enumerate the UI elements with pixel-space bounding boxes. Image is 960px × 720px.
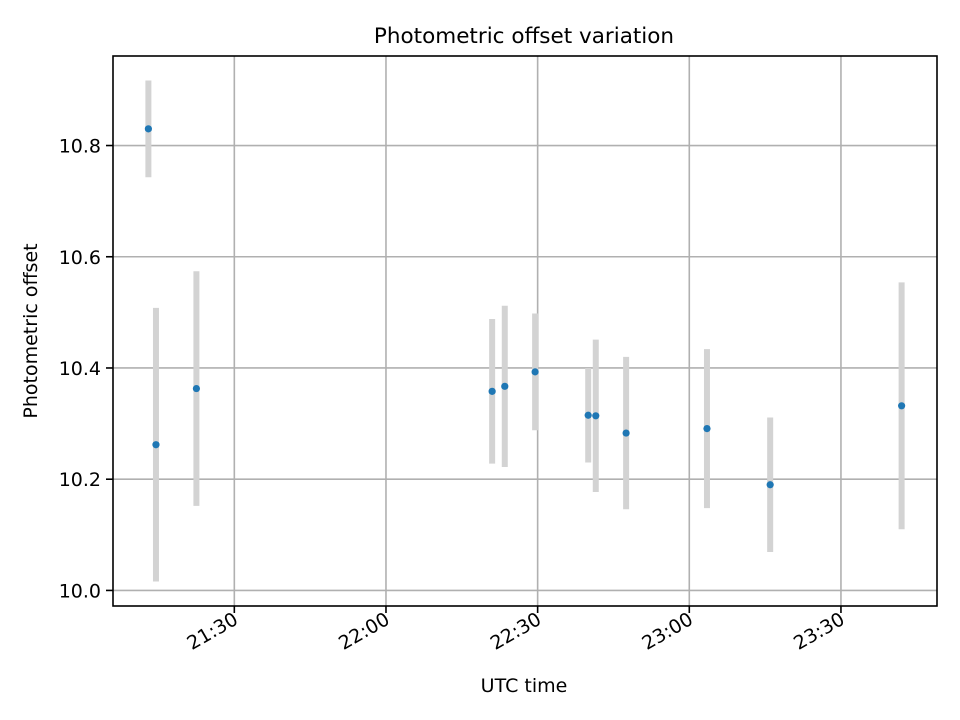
y-tick-label: 10.6 [59, 247, 101, 269]
data-point [531, 368, 539, 376]
y-axis-label: Photometric offset [20, 243, 42, 418]
data-point [703, 424, 711, 433]
y-tick-label: 10.4 [59, 358, 101, 380]
data-points [144, 125, 906, 489]
axes-frame [112, 55, 938, 607]
y-tick-label: 10.2 [59, 469, 101, 491]
data-point [192, 384, 201, 393]
data-point [488, 387, 496, 395]
data-point [144, 125, 152, 133]
grid [113, 56, 937, 606]
y-tick-label: 10.0 [59, 580, 101, 602]
data-point [592, 412, 600, 420]
x-axis-label: UTC time [481, 675, 568, 697]
y-tick-label: 10.8 [59, 136, 101, 158]
data-point [152, 441, 160, 449]
data-point [501, 382, 509, 390]
data-point [766, 481, 774, 489]
data-point [898, 402, 906, 410]
data-point [584, 411, 592, 419]
chart-title: Photometric offset variation [374, 24, 674, 49]
data-point [622, 429, 630, 437]
